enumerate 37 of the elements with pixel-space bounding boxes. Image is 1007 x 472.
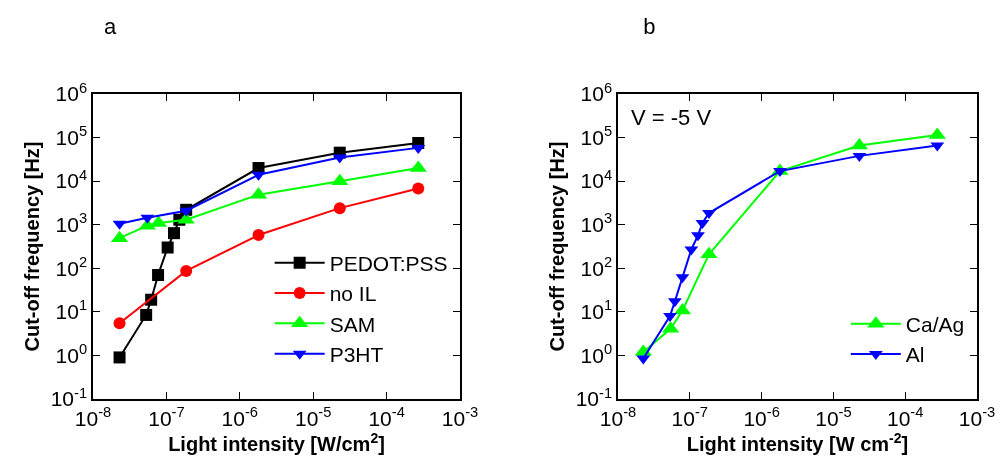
y-axis-title: Cut-off frequency [Hz]	[20, 141, 43, 352]
y-tick-label: 10$^{3}$	[580, 210, 613, 237]
y-tick-label: 10$^{2}$	[580, 253, 613, 280]
x-tick-label: 10$^{-7}$	[671, 404, 709, 430]
chart-title: b	[643, 14, 656, 40]
x-tick-label: 10$^{-3}$	[441, 404, 479, 430]
x-tick-label: 10$^{-5}$	[815, 404, 852, 430]
x-tick-label: 10$^{-4}$	[886, 404, 924, 430]
y-tick-label: 10$^{2}$	[55, 253, 88, 280]
y-tick-label: 10$^{0}$	[55, 340, 88, 367]
x-tick-label: 10$^{-6}$	[221, 404, 259, 430]
chart-title: a	[104, 14, 118, 40]
x-tick-label: 10$^{-4}$	[368, 404, 405, 430]
annotation: V = -5 V	[631, 105, 712, 130]
y-tick-label: 10$^{4}$	[580, 166, 613, 193]
y-tick-label: 10$^{1}$	[580, 297, 613, 324]
y-tick-label: 10$^{5}$	[580, 123, 613, 149]
legend-label: no IL	[329, 282, 377, 306]
y-tick-label: 10$^{1}$	[55, 297, 88, 324]
y-tick-label: 10$^{6}$	[580, 79, 613, 106]
legend-label: P3HT	[329, 342, 384, 366]
legend-label: Al	[905, 343, 925, 367]
x-tick-label: 10$^{-5}$	[294, 404, 332, 430]
x-axis-title: Light intensity [W/cm$^{2}$]	[168, 429, 385, 456]
x-tick-label: 10$^{-6}$	[743, 404, 780, 430]
legend-label: PEDOT:PSS	[329, 251, 448, 275]
y-axis-title: Cut-off frequency [Hz]	[545, 141, 568, 352]
y-tick-label: 10$^{5}$	[55, 123, 88, 149]
x-tick-label: 10$^{-7}$	[148, 404, 185, 430]
legend-label: Ca/Ag	[905, 312, 965, 336]
y-tick-label: 10$^{6}$	[55, 79, 88, 106]
x-axis-title: Light intensity [W cm$^{-2}$]	[686, 429, 909, 456]
x-tick-label: 10$^{-3}$	[958, 404, 996, 430]
y-tick-label: 10$^{0}$	[580, 340, 613, 367]
y-tick-label: 10$^{4}$	[55, 166, 88, 193]
legend-label: SAM	[329, 312, 376, 336]
y-tick-label: 10$^{3}$	[55, 210, 88, 237]
